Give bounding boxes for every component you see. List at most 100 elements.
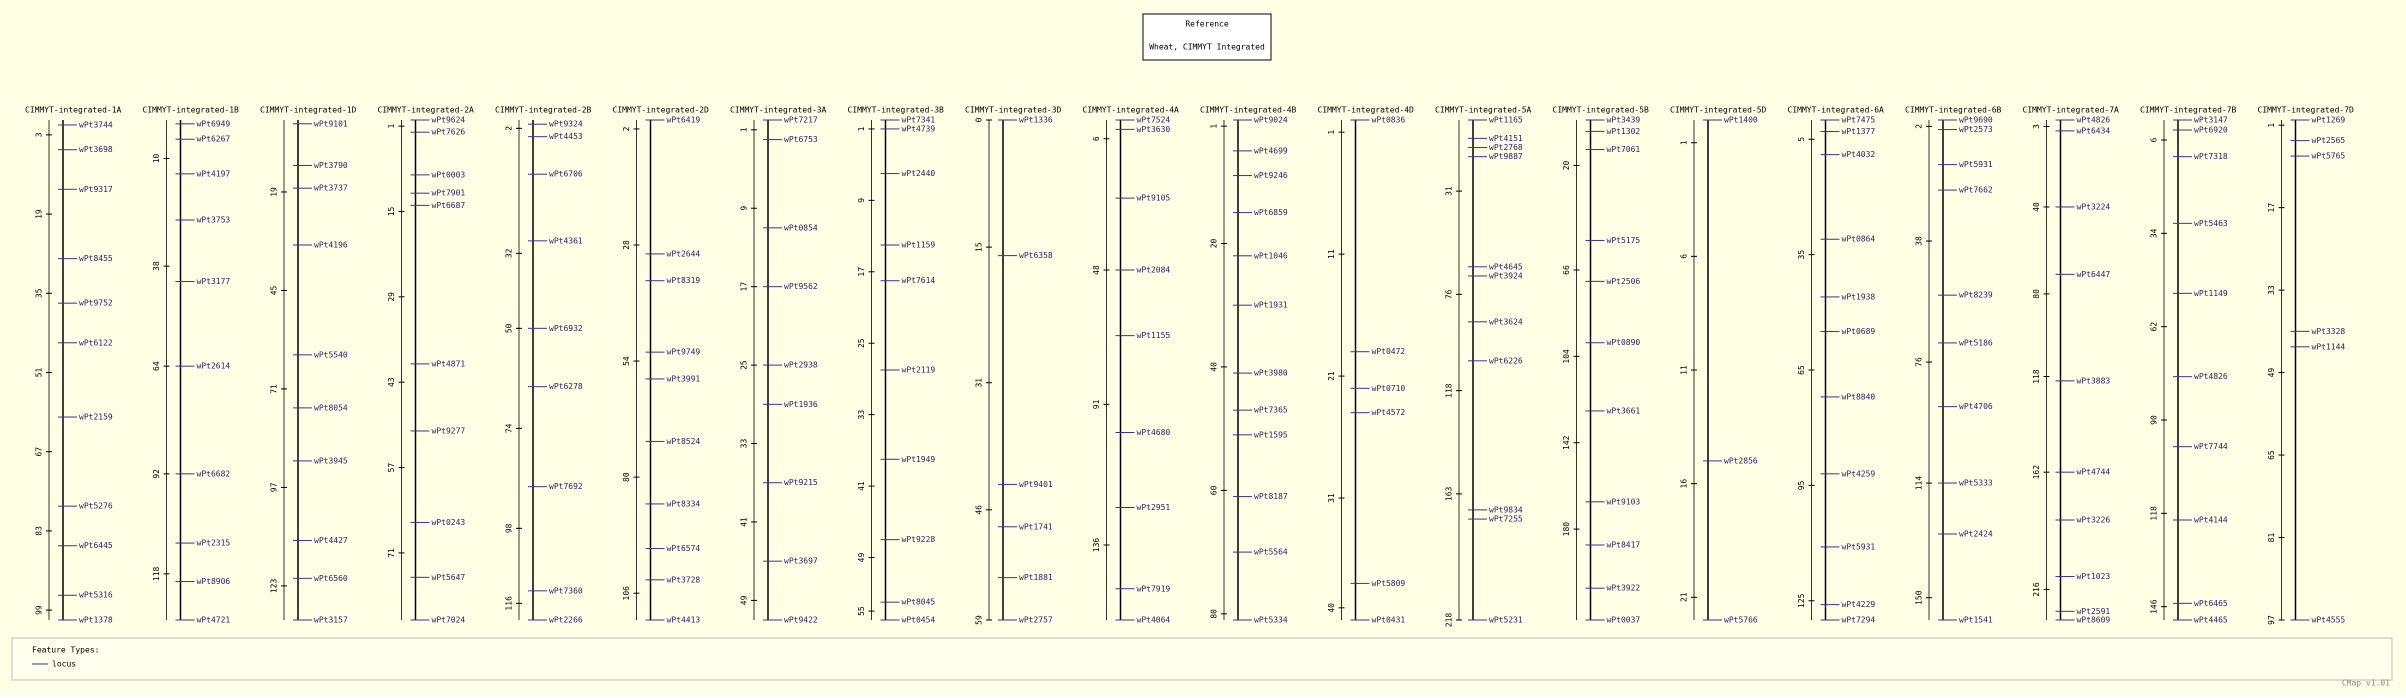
marker-label: wPt6278 [549,382,583,391]
tick-label: 80 [2032,289,2041,299]
marker-label: wPt7692 [549,482,583,491]
marker-label: wPt1400 [1724,116,1758,125]
marker-label: wPt1378 [79,616,113,625]
marker-label: wPt2440 [902,169,936,178]
marker-label: wPt6574 [667,544,701,553]
marker-label: wPt4197 [197,169,231,178]
tick-label: 40 [1327,603,1336,613]
marker-label: wPt4739 [902,124,936,133]
marker-label: wPt4361 [549,236,583,245]
tick-label: 118 [2150,506,2159,521]
marker-label: wPt3439 [1607,116,1641,125]
tick-label: 32 [505,248,514,258]
marker-label: wPt3883 [2077,376,2111,385]
marker-label: wPt5316 [79,591,113,600]
tick-label: 97 [270,482,279,492]
marker-label: wPt8417 [1607,541,1641,550]
map-title: CIMMYT-integrated-3D [965,106,1062,115]
marker-label: wPt0689 [1842,327,1876,336]
tick-label: 57 [387,463,396,473]
marker-label: wPt1936 [784,400,818,409]
marker-label: wPt6358 [1019,251,1053,260]
marker-label: wPt1159 [902,241,936,250]
marker-label: wPt6932 [549,324,583,333]
tick-label: 2 [505,126,514,131]
marker-label: wPt5333 [1959,479,1993,488]
map-title: CIMMYT-integrated-2B [495,106,592,115]
tick-label: 16 [1680,479,1689,489]
marker-label: wPt3728 [667,575,701,584]
marker-label: wPt3737 [314,184,348,193]
tick-label: 55 [857,606,866,616]
tick-label: 49 [2267,368,2276,378]
marker-label: wPt9690 [1959,116,1993,125]
map-title: CIMMYT-integrated-1D [260,106,357,115]
marker-label: wPt6434 [2077,126,2111,135]
tick-label: 162 [2032,465,2041,480]
marker-label: wPt9752 [79,299,113,308]
marker-label: wPt2951 [1137,503,1171,512]
marker-label: wPt4465 [2194,616,2228,625]
tick-label: 81 [2267,533,2276,543]
marker-label: wPt2573 [1959,125,1993,134]
tick-label: 60 [1210,485,1219,495]
tick-label: 31 [975,378,984,388]
tick-label: 33 [740,439,749,449]
marker-label: wPt5765 [2312,152,2346,161]
marker-label: wPt5276 [79,502,113,511]
marker-label: wPt4645 [1489,262,1523,271]
tick-label: 116 [505,596,514,611]
tick-label: 9 [857,198,866,203]
marker-label: wPt9101 [314,119,348,128]
tick-label: 21 [1680,592,1689,602]
version: CMap v1.01 [2342,679,2390,688]
map-title: CIMMYT-integrated-2D [613,106,710,115]
marker-label: wPt2159 [79,413,113,422]
tick-label: 11 [1680,365,1689,375]
marker-label: wPt7341 [902,116,936,125]
tick-label: 10 [152,153,161,163]
tick-label: 216 [2032,582,2041,597]
marker-label: wPt8187 [1254,492,1288,501]
tick-label: 76 [1915,357,1924,367]
tick-label: 1 [740,127,749,132]
marker-label: wPt1881 [1019,573,1053,582]
tick-label: 6 [1092,136,1101,141]
tick-label: 104 [1562,349,1571,364]
marker-label: wPt7475 [1842,116,1876,125]
legend-title: Feature Types: [32,646,99,655]
marker-label: wPt8319 [667,276,701,285]
tick-label: 62 [2150,322,2159,332]
marker-label: wPt7901 [432,189,466,198]
marker-label: wPt2424 [1959,530,1993,539]
marker-label: wPt2768 [1489,143,1523,152]
marker-label: wPt9624 [432,116,466,125]
tick-label: 33 [857,410,866,420]
marker-label: wPt8045 [902,598,936,607]
marker-label: wPt8334 [667,499,701,508]
tick-label: 67 [35,447,44,457]
tick-label: 38 [1915,236,1924,246]
map-title: CIMMYT-integrated-7A [2023,106,2120,115]
tick-label: 125 [1797,593,1806,608]
tick-label: 46 [975,505,984,515]
marker-label: wPt3177 [197,277,231,286]
tick-label: 35 [35,288,44,298]
marker-label: wPt7360 [549,586,583,595]
marker-label: wPt2565 [2312,136,2346,145]
map-title: CIMMYT-integrated-5A [1435,106,1532,115]
marker-label: wPt0472 [1372,347,1406,356]
tick-label: 146 [2150,599,2159,614]
marker-label: wPt9324 [549,120,583,129]
marker-label: wPt4196 [314,241,348,250]
marker-label: wPt1144 [2312,342,2346,351]
marker-label: wPt8524 [667,437,701,446]
map-title: CIMMYT-integrated-4A [1083,106,1180,115]
marker-label: wPt6226 [1489,356,1523,365]
tick-label: 29 [387,292,396,302]
marker-label: wPt3224 [2077,202,2111,211]
tick-label: 35 [1797,250,1806,260]
marker-label: wPt4144 [2194,516,2228,525]
